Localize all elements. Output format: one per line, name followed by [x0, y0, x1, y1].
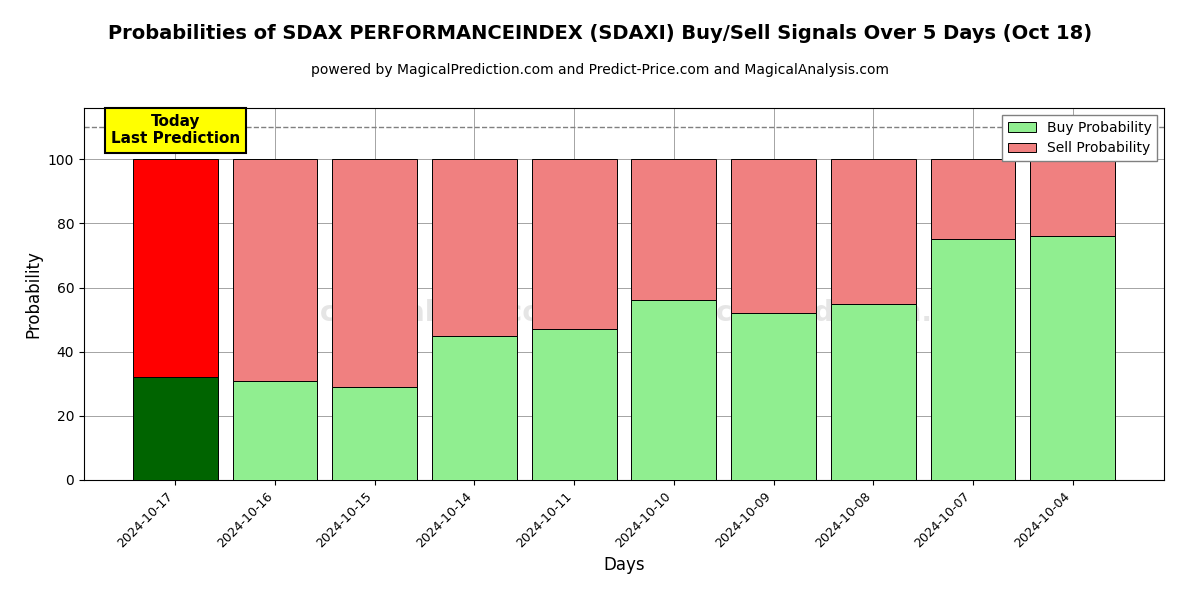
Bar [731, 313, 816, 480]
Bar [830, 160, 916, 304]
X-axis label: Days: Days [604, 556, 644, 574]
Bar [1030, 236, 1115, 480]
Bar [332, 387, 418, 480]
Bar [233, 380, 318, 480]
Bar [930, 160, 1015, 239]
Bar [930, 239, 1015, 480]
Bar [432, 335, 517, 480]
Bar [133, 377, 218, 480]
Legend: Buy Probability, Sell Probability: Buy Probability, Sell Probability [1002, 115, 1157, 161]
Text: Today
Last Prediction: Today Last Prediction [110, 114, 240, 146]
Bar [532, 160, 617, 329]
Bar [631, 301, 716, 480]
Bar [731, 160, 816, 313]
Bar [432, 160, 517, 335]
Text: Probabilities of SDAX PERFORMANCEINDEX (SDAXI) Buy/Sell Signals Over 5 Days (Oct: Probabilities of SDAX PERFORMANCEINDEX (… [108, 24, 1092, 43]
Y-axis label: Probability: Probability [24, 250, 42, 338]
Bar [830, 304, 916, 480]
Text: MagicalAnalysis.com: MagicalAnalysis.com [245, 299, 571, 326]
Text: powered by MagicalPrediction.com and Predict-Price.com and MagicalAnalysis.com: powered by MagicalPrediction.com and Pre… [311, 63, 889, 77]
Bar [233, 160, 318, 380]
Bar [631, 160, 716, 301]
Bar [532, 329, 617, 480]
Text: MagicalPrediction.com: MagicalPrediction.com [640, 299, 997, 326]
Bar [133, 160, 218, 377]
Bar [1030, 160, 1115, 236]
Bar [332, 160, 418, 387]
